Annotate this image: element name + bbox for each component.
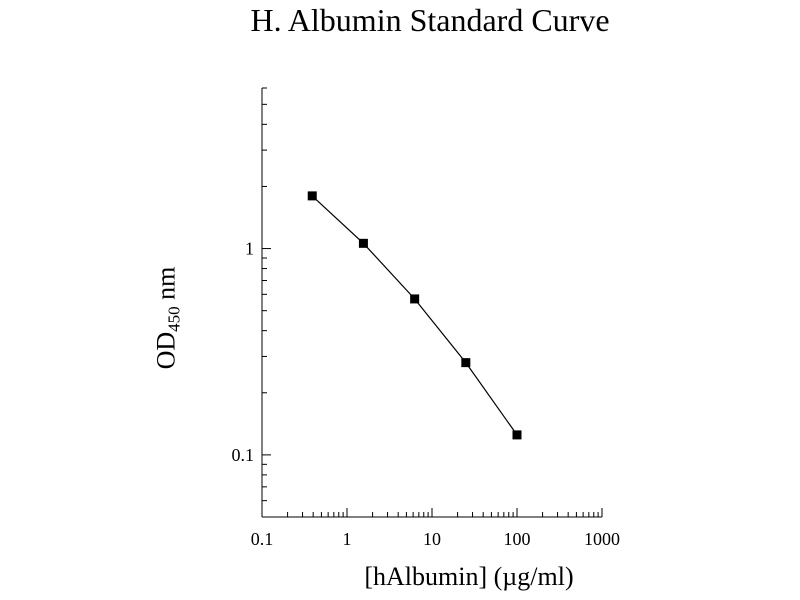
y-tick-label: 0.1 bbox=[232, 445, 255, 465]
data-point-marker bbox=[512, 430, 522, 440]
y-tick-label: 1 bbox=[245, 239, 254, 259]
chart-title: H. Albumin Standard Curve bbox=[250, 2, 610, 38]
x-tick-label: 1000 bbox=[584, 529, 620, 549]
x-tick-label: 100 bbox=[504, 529, 531, 549]
data-point-marker bbox=[461, 358, 471, 368]
x-tick-label: 1 bbox=[343, 529, 352, 549]
series-line bbox=[311, 195, 518, 436]
data-point-marker bbox=[307, 191, 317, 201]
x-tick-label: 10 bbox=[423, 529, 441, 549]
data-point-marker bbox=[410, 294, 420, 304]
x-tick-label: 0.1 bbox=[251, 529, 274, 549]
chart-axes: 0.1 1 10 100 1000 0.1 1 bbox=[232, 87, 620, 549]
x-axis-label: [hAlbumin] (µg/ml) bbox=[364, 562, 574, 591]
chart-series bbox=[307, 191, 522, 440]
data-point-marker bbox=[358, 238, 368, 248]
